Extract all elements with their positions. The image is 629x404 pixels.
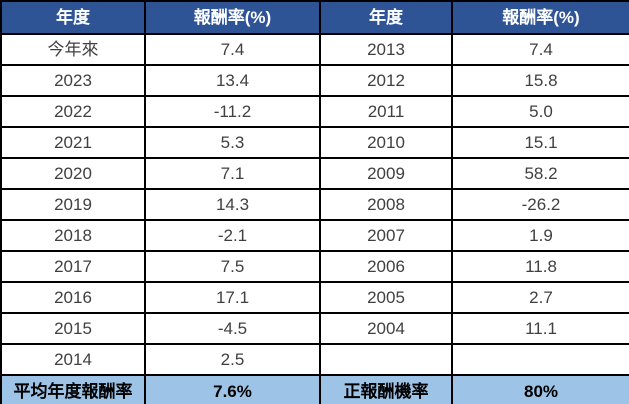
return-cell: 1.9 (451, 219, 629, 252)
header-row: 年度 報酬率(%) 年度 報酬率(%) (0, 0, 629, 35)
year-cell: 2018 (0, 219, 146, 252)
header-cell-year-0: 年度 (0, 0, 146, 35)
table-row: 2021 5.3 2010 15.1 (0, 126, 629, 159)
header-cell-year-2: 年度 (319, 0, 453, 35)
return-cell: 15.1 (451, 126, 629, 159)
header-cell-return-1: 報酬率(%) (144, 0, 321, 35)
year-cell: 2022 (0, 95, 146, 128)
year-cell: 2016 (0, 281, 146, 314)
year-cell: 2008 (319, 188, 453, 221)
return-cell (451, 343, 629, 376)
table-row: 2018 -2.1 2007 1.9 (0, 219, 629, 252)
return-cell: 5.0 (451, 95, 629, 128)
year-cell: 2005 (319, 281, 453, 314)
footer-label-cell: 平均年度報酬率 (0, 374, 146, 404)
return-cell: 58.2 (451, 157, 629, 190)
year-cell: 2021 (0, 126, 146, 159)
return-cell: 7.4 (451, 33, 629, 66)
return-cell: 7.5 (144, 250, 321, 283)
footer-label-cell: 正報酬機率 (319, 374, 453, 404)
footer-row: 平均年度報酬率 7.6% 正報酬機率 80% (0, 374, 629, 404)
footer-value-cell: 7.6% (144, 374, 321, 404)
return-cell: 7.4 (144, 33, 321, 66)
return-cell: -26.2 (451, 188, 629, 221)
year-cell: 2019 (0, 188, 146, 221)
table-row: 2022 -11.2 2011 5.0 (0, 95, 629, 128)
return-cell: -11.2 (144, 95, 321, 128)
return-cell: 11.1 (451, 312, 629, 345)
year-cell: 2006 (319, 250, 453, 283)
year-cell (319, 343, 453, 376)
return-cell: 2.7 (451, 281, 629, 314)
return-cell: -2.1 (144, 219, 321, 252)
year-cell: 2017 (0, 250, 146, 283)
return-cell: 15.8 (451, 64, 629, 97)
table-row: 2014 2.5 (0, 343, 629, 376)
year-cell: 2010 (319, 126, 453, 159)
return-cell: -4.5 (144, 312, 321, 345)
year-cell: 2013 (319, 33, 453, 66)
year-cell: 2011 (319, 95, 453, 128)
table-row: 2019 14.3 2008 -26.2 (0, 188, 629, 221)
header-cell-return-3: 報酬率(%) (451, 0, 629, 35)
year-cell: 今年來 (0, 33, 146, 66)
table-row: 2017 7.5 2006 11.8 (0, 250, 629, 283)
return-cell: 14.3 (144, 188, 321, 221)
table-body: 今年來 7.4 2013 7.4 2023 13.4 2012 15.8 2022 -11.2 20… (0, 33, 629, 376)
year-cell: 2015 (0, 312, 146, 345)
table-row: 2016 17.1 2005 2.7 (0, 281, 629, 314)
year-cell: 2004 (319, 312, 453, 345)
year-cell: 2023 (0, 64, 146, 97)
year-cell: 2012 (319, 64, 453, 97)
return-cell: 13.4 (144, 64, 321, 97)
table-row: 2015 -4.5 2004 11.1 (0, 312, 629, 345)
return-cell: 7.1 (144, 157, 321, 190)
return-cell: 11.8 (451, 250, 629, 283)
table-row: 2023 13.4 2012 15.8 (0, 64, 629, 97)
return-cell: 5.3 (144, 126, 321, 159)
footer-value-cell: 80% (451, 374, 629, 404)
year-cell: 2014 (0, 343, 146, 376)
return-cell: 2.5 (144, 343, 321, 376)
year-cell: 2007 (319, 219, 453, 252)
table-row: 今年來 7.4 2013 7.4 (0, 33, 629, 66)
year-cell: 2020 (0, 157, 146, 190)
table-row: 2020 7.1 2009 58.2 (0, 157, 629, 190)
return-cell: 17.1 (144, 281, 321, 314)
year-cell: 2009 (319, 157, 453, 190)
